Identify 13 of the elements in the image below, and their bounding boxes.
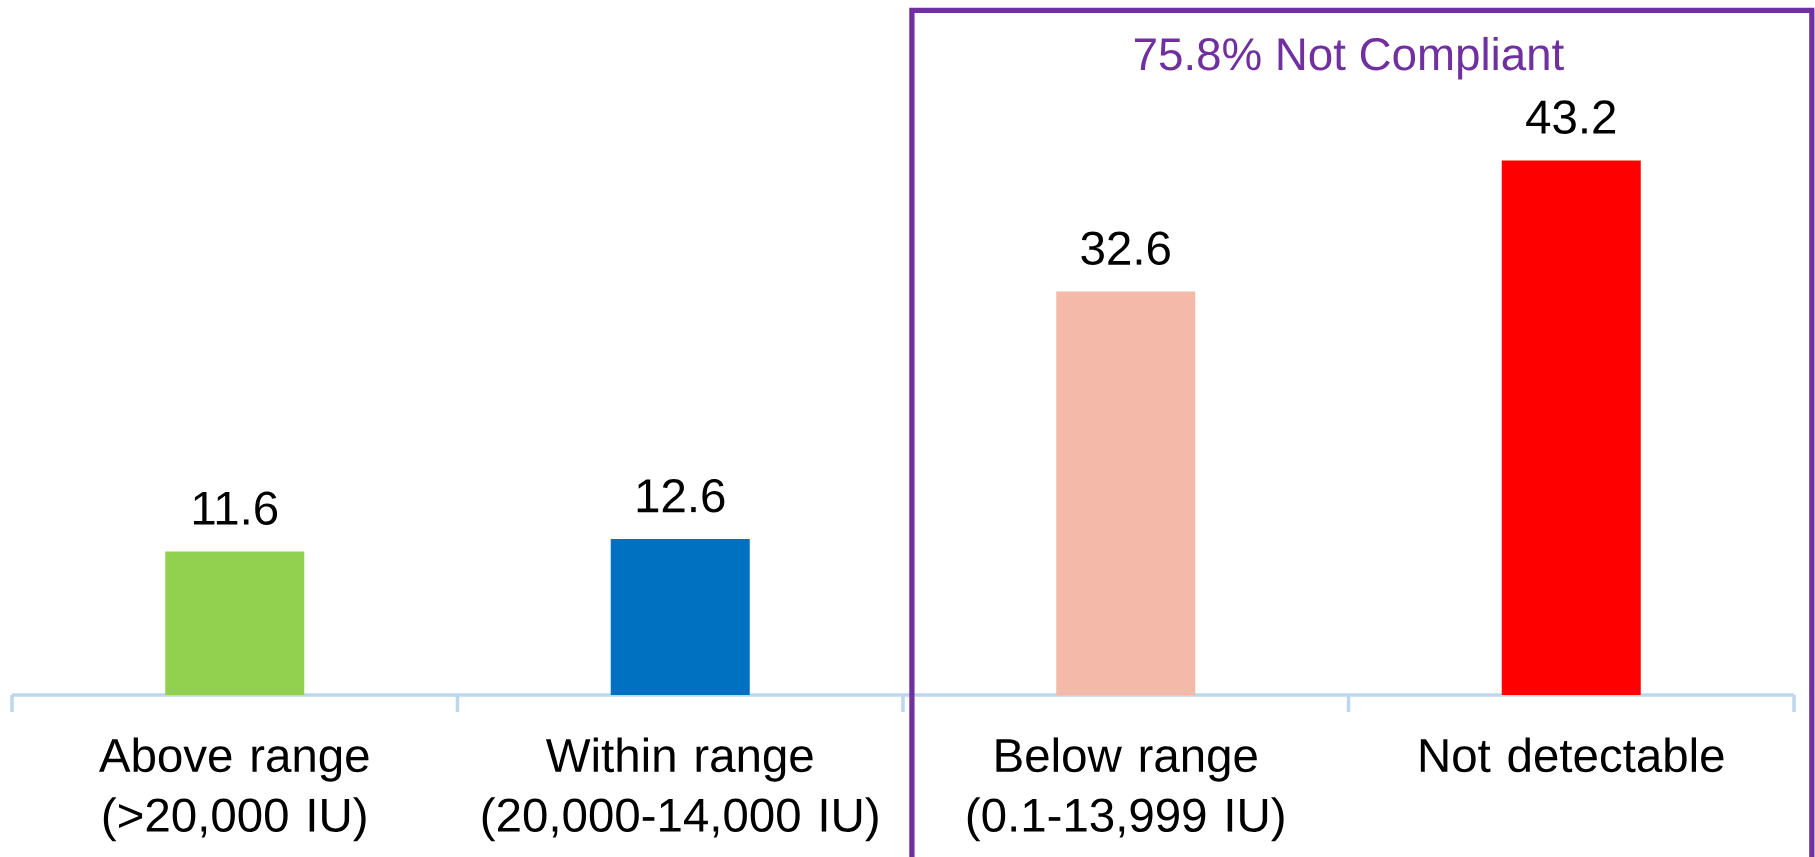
data-label: 43.2 bbox=[1526, 100, 1616, 134]
text: 75.8% Not Compliant bbox=[1135, 36, 1564, 80]
bar bbox=[1056, 291, 1196, 696]
bar bbox=[1501, 160, 1641, 696]
x-tick-label: Above range (>20,000 IU) bbox=[99, 737, 369, 842]
data-label: 12.6 bbox=[637, 479, 725, 513]
x-tick-label: Below range (0.1-13,999 IU) bbox=[967, 737, 1284, 842]
bar bbox=[610, 539, 750, 696]
data-label: 11.6 bbox=[193, 491, 278, 525]
data-label: 32.6 bbox=[1081, 231, 1170, 266]
x-tick-label: Not detectable bbox=[1420, 737, 1724, 773]
x-tick-label: Within range (20,000-14,000 IU) bbox=[482, 737, 878, 842]
bar bbox=[165, 551, 305, 696]
